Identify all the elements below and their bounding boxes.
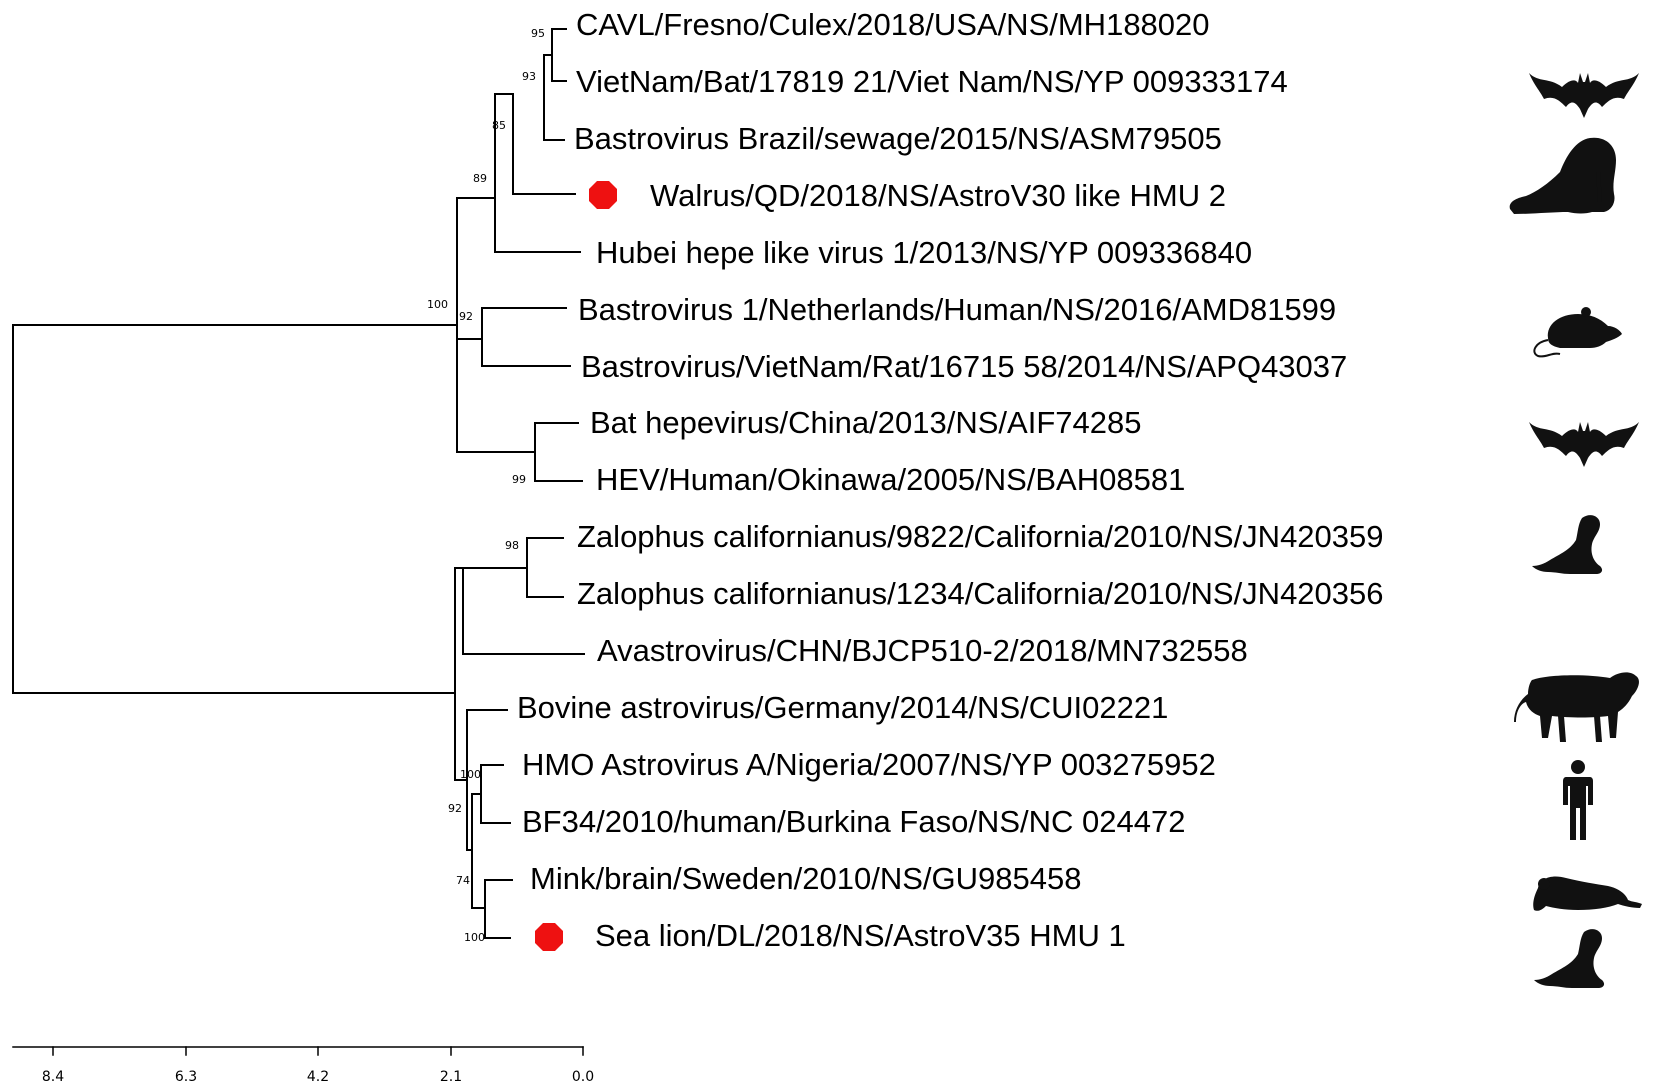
highlight-marker-sea-lion bbox=[535, 923, 563, 951]
taxon-labels: CAVL/Fresno/Culex/2018/USA/NS/MH188020 V… bbox=[517, 7, 1384, 953]
scale-tick-label: 0.0 bbox=[572, 1069, 594, 1085]
sea-lion-icon bbox=[1532, 515, 1603, 574]
bootstrap-value: 89 bbox=[473, 172, 487, 185]
walrus-icon bbox=[1509, 137, 1616, 215]
taxon-label: Mink/brain/Sweden/2010/NS/GU985458 bbox=[530, 861, 1081, 896]
bootstrap-value: 100 bbox=[460, 768, 481, 781]
bootstrap-value: 93 bbox=[522, 70, 536, 83]
bootstrap-value: 100 bbox=[464, 931, 485, 944]
human-icon bbox=[1563, 760, 1593, 840]
bootstrap-value: 74 bbox=[456, 874, 470, 887]
taxon-label: HEV/Human/Okinawa/2005/NS/BAH08581 bbox=[596, 462, 1185, 497]
taxon-label: Zalophus californianus/9822/California/2… bbox=[577, 519, 1384, 554]
bootstrap-value: 98 bbox=[505, 539, 519, 552]
taxon-label: VietNam/Bat/17819 21/Viet Nam/NS/YP 0093… bbox=[576, 64, 1288, 99]
scale-bar: 8.4 6.3 4.2 2.1 0.0 bbox=[12, 1046, 594, 1085]
bootstrap-value: 85 bbox=[492, 119, 506, 132]
rat-icon bbox=[1533, 307, 1622, 358]
tree-branches bbox=[12, 28, 585, 939]
taxon-label: Bastrovirus Brazil/sewage/2015/NS/ASM795… bbox=[574, 121, 1222, 156]
bat-icon bbox=[1529, 422, 1639, 467]
taxon-label: Walrus/QD/2018/NS/AstroV30 like HMU 2 bbox=[650, 178, 1226, 213]
taxon-label: Avastrovirus/CHN/BJCP510-2/2018/MN732558 bbox=[597, 633, 1248, 668]
scale-tick-label: 6.3 bbox=[175, 1069, 197, 1085]
highlight-marker-walrus bbox=[589, 181, 617, 209]
taxon-label: HMO Astrovirus A/Nigeria/2007/NS/YP 0032… bbox=[522, 747, 1216, 782]
taxon-label: Bastrovirus 1/Netherlands/Human/NS/2016/… bbox=[578, 292, 1336, 327]
taxon-label: Hubei hepe like virus 1/2013/NS/YP 00933… bbox=[596, 235, 1252, 270]
cow-icon bbox=[1514, 672, 1639, 742]
sea-lion-icon bbox=[1534, 929, 1605, 988]
bootstrap-values: 95 93 85 89 100 92 99 98 100 92 74 100 bbox=[427, 27, 545, 944]
taxon-label: Bastrovirus/VietNam/Rat/16715 58/2014/NS… bbox=[581, 349, 1347, 384]
bootstrap-value: 92 bbox=[459, 310, 473, 323]
taxon-label: Zalophus californianus/1234/California/2… bbox=[577, 576, 1384, 611]
bootstrap-value: 92 bbox=[448, 802, 462, 815]
bootstrap-value: 95 bbox=[531, 27, 545, 40]
scale-tick-label: 4.2 bbox=[307, 1069, 329, 1085]
taxon-label: Bat hepevirus/China/2013/NS/AIF74285 bbox=[590, 405, 1141, 440]
taxon-label: Bovine astrovirus/Germany/2014/NS/CUI022… bbox=[517, 690, 1168, 725]
scale-tick-label: 2.1 bbox=[440, 1069, 462, 1085]
bootstrap-value: 100 bbox=[427, 298, 448, 311]
bat-icon bbox=[1529, 73, 1639, 118]
highlight-markers bbox=[535, 181, 617, 951]
scale-tick-label: 8.4 bbox=[42, 1069, 64, 1085]
taxon-label: Sea lion/DL/2018/NS/AstroV35 HMU 1 bbox=[595, 918, 1126, 953]
host-icons bbox=[1509, 73, 1642, 988]
bootstrap-value: 99 bbox=[512, 473, 526, 486]
taxon-label: CAVL/Fresno/Culex/2018/USA/NS/MH188020 bbox=[576, 7, 1210, 42]
mink-icon bbox=[1533, 876, 1642, 911]
taxon-label: BF34/2010/human/Burkina Faso/NS/NC 02447… bbox=[522, 804, 1185, 839]
